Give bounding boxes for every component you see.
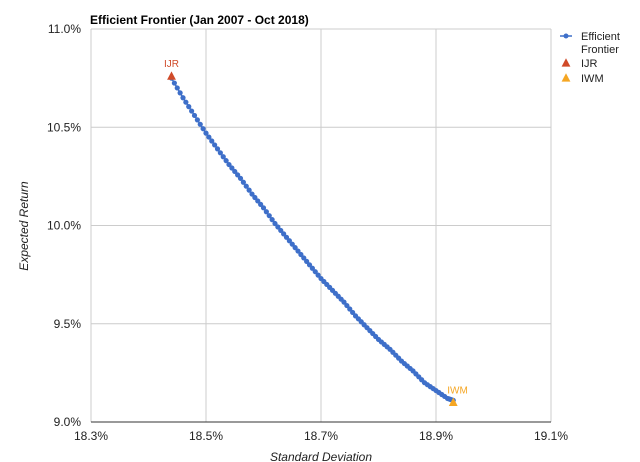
frontier-point: [309, 265, 315, 271]
series-ijr: IJR: [164, 59, 179, 80]
frontier-point: [298, 251, 304, 258]
y-tick-label: 9.0%: [54, 415, 82, 429]
frontier-point: [209, 138, 215, 144]
frontier-point: [350, 309, 356, 316]
frontier-point: [226, 161, 232, 168]
series-efficient-frontier: [168, 75, 456, 403]
frontier-point: [304, 258, 310, 264]
frontier-point: [174, 85, 180, 91]
frontier-point: [243, 183, 249, 189]
frontier-point: [255, 198, 261, 204]
frontier-point: [347, 306, 353, 312]
frontier-point: [246, 187, 252, 193]
frontier-point: [306, 262, 313, 268]
frontier-point: [194, 117, 200, 123]
legend-marker: [561, 73, 571, 82]
frontier-point: [315, 272, 321, 278]
series-iwm: IWM: [447, 385, 468, 406]
frontier-point: [283, 234, 290, 240]
y-axis-title: Expected Return: [17, 181, 31, 271]
frontier-point: [292, 245, 298, 251]
legend-label: Efficient Frontier: [581, 31, 620, 56]
frontier-point: [289, 241, 295, 247]
x-tick-label: 18.3%: [74, 429, 108, 443]
frontier-point: [206, 134, 212, 140]
legend-label: IJR: [581, 58, 598, 70]
legend-item-ijr: IJR: [561, 58, 598, 70]
frontier-line: [170, 77, 454, 402]
frontier-point: [252, 194, 258, 201]
y-tick-label: 11.0%: [48, 22, 81, 36]
point-label-iwm: IWM: [447, 385, 468, 396]
axes: 18.3% 18.5% 18.7% 18.9% 19.1% 9.0% 9.5% 10.0% 10…: [47, 22, 568, 443]
frontier-point: [214, 146, 221, 152]
frontier-point: [183, 99, 189, 105]
frontier-point: [232, 168, 238, 175]
frontier-point: [229, 165, 235, 171]
frontier-point: [171, 80, 177, 86]
frontier-point: [220, 154, 226, 160]
y-tick-label: 10.0%: [47, 219, 81, 233]
frontier-point: [269, 217, 275, 223]
frontier-point: [200, 126, 206, 132]
frontier-point: [203, 130, 209, 136]
frontier-point: [223, 158, 229, 164]
frontier-point: [217, 150, 223, 156]
frontier-point: [286, 238, 292, 244]
frontier-point: [212, 142, 218, 148]
frontier-point: [278, 227, 284, 234]
frontier-point: [312, 269, 318, 275]
x-tick-label: 18.9%: [419, 429, 453, 443]
x-tick-label: 19.1%: [534, 429, 568, 443]
frontier-point: [301, 255, 307, 261]
legend-dot: [563, 33, 569, 39]
frontier-point: [189, 108, 195, 114]
frontier-point: [281, 231, 287, 237]
point-label-ijr: IJR: [164, 59, 179, 70]
frontier-point: [275, 224, 281, 230]
frontier-point: [266, 213, 272, 219]
chart-title: Efficient Frontier (Jan 2007 - Oct 2018): [90, 13, 309, 27]
legend: Efficient Frontier IJR IWM: [560, 31, 620, 85]
frontier-point: [191, 112, 198, 119]
frontier-point: [177, 90, 183, 96]
frontier-point: [258, 201, 264, 207]
frontier-point: [186, 104, 192, 110]
legend-label: IWM: [581, 73, 604, 85]
frontier-point: [344, 302, 350, 309]
y-tick-label: 9.5%: [54, 317, 82, 331]
frontier-point: [180, 95, 186, 101]
frontier-point: [240, 179, 246, 185]
frontier-point: [249, 191, 255, 197]
y-tick-label: 10.5%: [47, 120, 81, 134]
frontier-point: [295, 248, 301, 254]
frontier-point: [341, 299, 347, 305]
legend-item-iwm: IWM: [561, 73, 604, 85]
series: IJR IWM: [164, 59, 468, 406]
frontier-point: [197, 121, 203, 127]
frontier-point: [235, 172, 241, 178]
point-marker-ijr: [167, 71, 176, 80]
frontier-point: [237, 175, 244, 181]
frontier-point: [263, 209, 269, 215]
frontier-point: [260, 205, 267, 211]
x-axis-title: Standard Deviation: [270, 450, 372, 462]
grid: [90, 28, 552, 423]
x-tick-label: 18.5%: [189, 429, 223, 443]
x-tick-label: 18.7%: [304, 429, 338, 443]
point-marker-iwm: [448, 397, 458, 406]
frontier-point: [272, 220, 278, 227]
legend-item-efficient-frontier: Efficient Frontier: [560, 31, 620, 56]
legend-marker: [561, 58, 571, 67]
